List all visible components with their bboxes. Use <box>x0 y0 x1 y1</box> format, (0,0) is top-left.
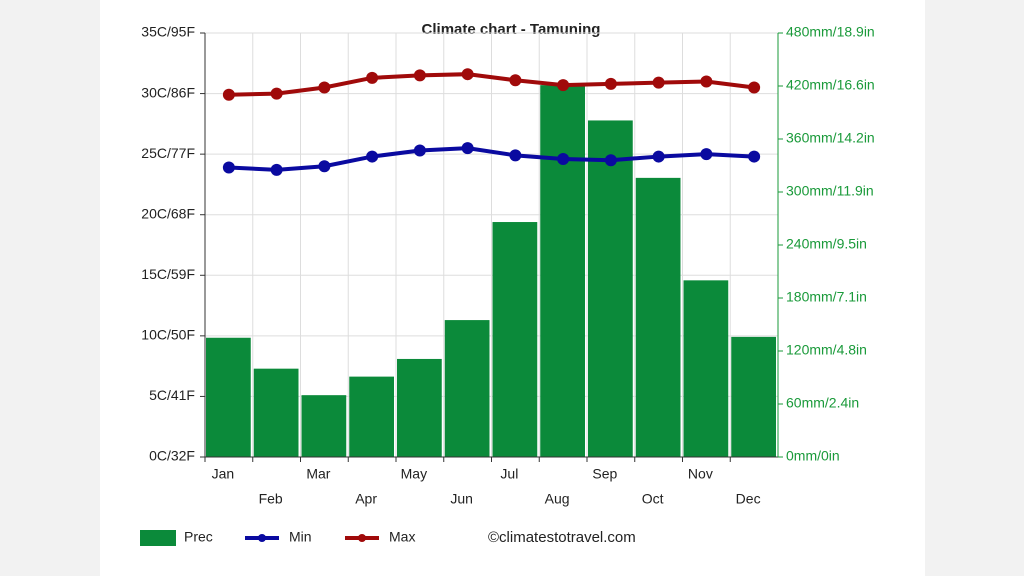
y2-tick-label: 300mm/11.9in <box>786 183 874 199</box>
x-tick-label: Oct <box>642 491 664 507</box>
marker <box>557 152 570 165</box>
bar <box>588 120 633 457</box>
y2-tick-label: 0mm/0in <box>786 448 840 464</box>
bar <box>731 336 776 457</box>
y-tick-label: 10C/50F <box>141 327 195 343</box>
legend-label: Max <box>389 529 415 545</box>
bar <box>635 177 681 457</box>
marker <box>652 150 665 163</box>
y-tick-label: 15C/59F <box>141 266 195 282</box>
y-tick-label: 5C/41F <box>149 387 195 403</box>
marker <box>748 150 761 163</box>
bar <box>492 222 538 457</box>
legend-marker <box>258 534 266 542</box>
x-tick-label: Jun <box>450 491 473 507</box>
bar <box>683 280 729 457</box>
bar <box>444 320 490 457</box>
x-tick-label: Nov <box>688 466 713 482</box>
marker <box>366 71 379 84</box>
y2-tick-label: 240mm/9.5in <box>786 236 867 252</box>
marker <box>270 163 283 176</box>
source: ©climatestotravel.com <box>488 529 636 546</box>
marker <box>604 77 617 90</box>
marker <box>557 79 570 92</box>
y-tick-label: 30C/86F <box>141 84 195 100</box>
x-tick-label: Jul <box>500 466 518 482</box>
marker <box>700 148 713 161</box>
y2-tick-label: 420mm/16.6in <box>786 77 875 93</box>
x-tick-label: Dec <box>736 491 761 507</box>
marker <box>652 76 665 89</box>
bar <box>301 395 347 457</box>
y-tick-label: 25C/77F <box>141 145 195 161</box>
y-tick-label: 20C/68F <box>141 205 195 221</box>
y2-tick-label: 180mm/7.1in <box>786 289 867 305</box>
bar <box>253 368 299 457</box>
marker <box>509 149 522 162</box>
bar <box>540 85 585 457</box>
marker <box>222 161 235 174</box>
marker <box>604 154 617 167</box>
chart-title: Climate chart - Tamuning <box>422 21 601 38</box>
marker <box>366 150 379 163</box>
y2-tick-label: 120mm/4.8in <box>786 342 867 358</box>
x-tick-label: Aug <box>545 491 570 507</box>
legend-swatch <box>140 530 176 546</box>
marker <box>222 88 235 101</box>
x-tick-label: Jan <box>212 466 235 482</box>
legend-label: Min <box>289 529 312 545</box>
bar <box>349 376 394 457</box>
line <box>228 72 755 97</box>
line <box>228 146 755 172</box>
marker <box>413 69 426 82</box>
marker <box>461 68 474 81</box>
y-tick-label: 35C/95F <box>141 24 195 40</box>
marker <box>748 81 761 94</box>
bar <box>397 358 442 457</box>
legend-marker <box>358 534 366 542</box>
x-tick-label: Sep <box>592 466 617 482</box>
x-tick-label: Mar <box>306 466 330 482</box>
y2-tick-label: 60mm/2.4in <box>786 395 859 411</box>
marker <box>700 75 713 88</box>
bar <box>206 337 251 457</box>
y2-tick-label: 360mm/14.2in <box>786 130 875 146</box>
marker <box>318 160 331 173</box>
marker <box>509 74 522 87</box>
y-tick-label: 0C/32F <box>149 448 195 464</box>
legend-label: Prec <box>184 529 213 545</box>
x-tick-label: Apr <box>355 491 377 507</box>
x-tick-label: Feb <box>259 491 283 507</box>
y2-tick-label: 480mm/18.9in <box>786 24 875 40</box>
marker <box>413 144 426 157</box>
x-tick-label: May <box>401 466 427 482</box>
marker <box>270 87 283 100</box>
marker <box>318 81 331 94</box>
marker <box>461 142 474 155</box>
